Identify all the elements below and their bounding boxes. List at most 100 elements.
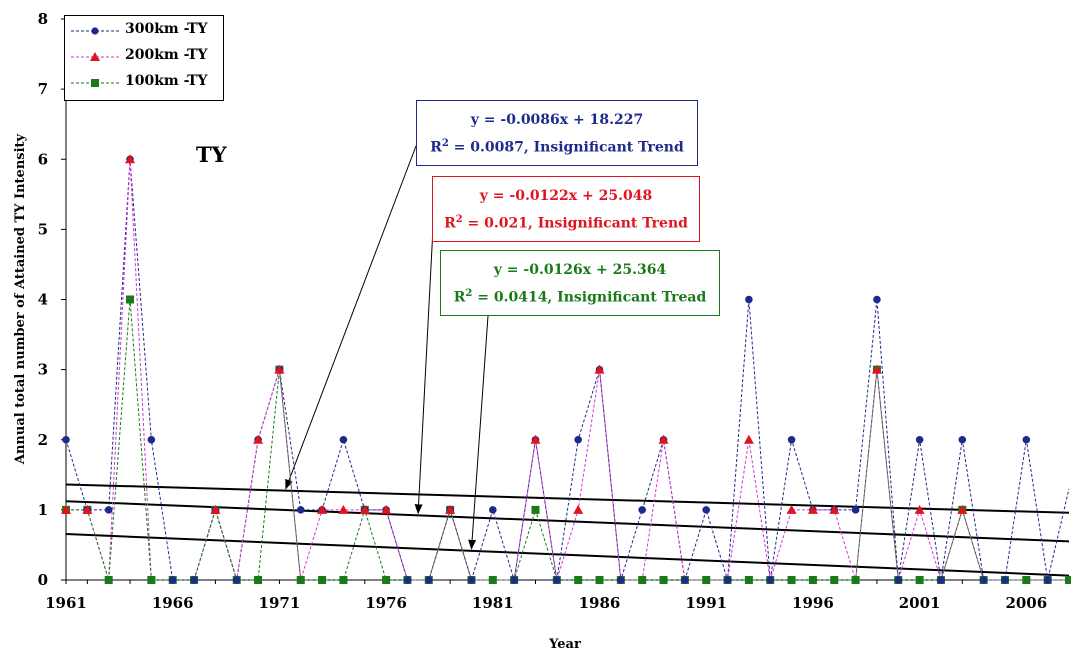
x-tick-labels: 1961 1966 1971 1976 1981 1986 1991 1996 2001 2006	[45, 594, 1047, 612]
trendline-0	[65, 483, 1070, 514]
point-300km	[553, 576, 561, 584]
point-200km	[338, 504, 349, 514]
point-200km	[253, 434, 264, 444]
x-axis-title: Year	[548, 637, 581, 652]
series-markers	[61, 154, 1071, 584]
point-200km	[807, 504, 818, 514]
point-300km	[766, 576, 775, 584]
point-100km	[851, 576, 860, 584]
point-100km	[488, 576, 497, 584]
trend-annotation-100km: y = -0.0126x + 25.364 R2 = 0.0414, Insig…	[440, 250, 720, 316]
point-300km	[489, 506, 497, 514]
annotation-arrow-2	[468, 315, 489, 550]
trend-annotation-300km: y = -0.0086x + 18.227 R2 = 0.0087, Insig…	[416, 100, 698, 166]
x-tick-label: 1961	[45, 594, 87, 612]
legend-item-300km: 300km -TY	[69, 20, 219, 42]
y-tick-label: 7	[38, 80, 48, 98]
x-tick-label: 2006	[1005, 594, 1047, 612]
x-tick-label: 1971	[259, 594, 301, 612]
x-tick-label: 2001	[899, 594, 941, 612]
point-100km	[808, 576, 817, 584]
point-100km	[702, 576, 711, 584]
point-100km	[744, 576, 753, 584]
point-300km	[467, 576, 476, 584]
point-100km	[318, 576, 327, 584]
point-300km	[190, 576, 198, 584]
y-tick-label: 6	[38, 150, 48, 168]
series-line-1	[66, 159, 1069, 582]
point-100km	[1065, 576, 1071, 584]
point-300km	[937, 576, 945, 584]
x-tick-label: 1991	[685, 594, 727, 612]
point-100km	[104, 576, 113, 584]
y-tick-label: 2	[38, 431, 48, 449]
point-300km	[1022, 435, 1031, 444]
point-300km	[424, 576, 433, 584]
point-200km	[786, 504, 797, 514]
point-300km	[851, 506, 860, 514]
point-200km	[829, 504, 840, 514]
y-axis-title: Annual total number of Attained TY Inten…	[13, 133, 28, 465]
legend-swatch-200km	[71, 52, 119, 61]
point-200km	[82, 504, 93, 514]
trend-r2-300km: R2 = 0.0087, Insignificant Trend	[430, 137, 684, 156]
point-300km	[915, 435, 924, 444]
legend-label-100km: 100km -TY	[125, 73, 208, 89]
legend-swatch-300km	[71, 27, 119, 35]
trend-annotation-200km: y = -0.0122x + 25.048 R2 = 0.021, Insign…	[432, 176, 700, 242]
trendline-1	[65, 500, 1070, 543]
point-100km	[339, 576, 348, 584]
point-100km	[1022, 576, 1031, 584]
point-200km	[61, 504, 71, 514]
x-tick-label: 1976	[365, 594, 407, 612]
point-300km	[894, 576, 903, 584]
point-100km	[659, 576, 668, 584]
series-line-0	[65, 159, 1070, 582]
point-100km	[574, 576, 583, 584]
point-200km	[914, 504, 925, 514]
point-100km	[147, 576, 156, 584]
point-100km	[382, 576, 391, 584]
x-tick-label: 1981	[472, 594, 514, 612]
point-100km	[254, 576, 263, 584]
x-tick-label: 1966	[152, 594, 194, 612]
trendline-2	[65, 533, 1070, 577]
point-200km	[658, 434, 669, 444]
legend-item-200km: 200km -TY	[69, 46, 219, 68]
point-300km	[574, 435, 582, 444]
trend-equation-300km: y = -0.0086x + 18.227	[470, 112, 644, 128]
trend-r2-100km: R2 = 0.0414, Insignificant Tread	[453, 287, 707, 306]
legend-item-100km: 100km -TY	[69, 72, 219, 94]
point-300km	[296, 506, 305, 514]
y-tick-label: 1	[38, 501, 48, 519]
point-200km	[445, 504, 456, 514]
point-200km	[573, 504, 584, 514]
y-tick-label: 3	[38, 361, 48, 379]
inset-label-ty: TY	[196, 142, 227, 167]
point-300km	[979, 576, 988, 584]
point-300km	[510, 576, 518, 584]
series-lines	[65, 159, 1070, 582]
point-300km	[787, 435, 796, 444]
point-300km	[745, 295, 753, 304]
point-200km	[381, 504, 392, 514]
point-300km	[232, 576, 241, 584]
annotation-arrow-0	[285, 145, 417, 490]
point-200km	[359, 504, 370, 514]
legend-label-300km: 300km -TY	[125, 21, 208, 37]
y-tick-label: 8	[38, 10, 48, 28]
point-300km	[638, 506, 646, 514]
point-300km	[339, 435, 348, 444]
point-200km	[957, 504, 968, 514]
point-100km	[787, 576, 796, 584]
point-100km	[638, 576, 647, 584]
annotation-arrows	[285, 145, 489, 550]
x-tick-label: 1986	[579, 594, 621, 612]
x-tick-label: 1996	[792, 594, 834, 612]
point-200km	[317, 504, 328, 514]
point-200km	[125, 154, 136, 164]
point-100km	[126, 295, 135, 304]
point-100km	[531, 505, 540, 514]
legend: 300km -TY 200km -TY 100km -TY	[64, 15, 224, 101]
